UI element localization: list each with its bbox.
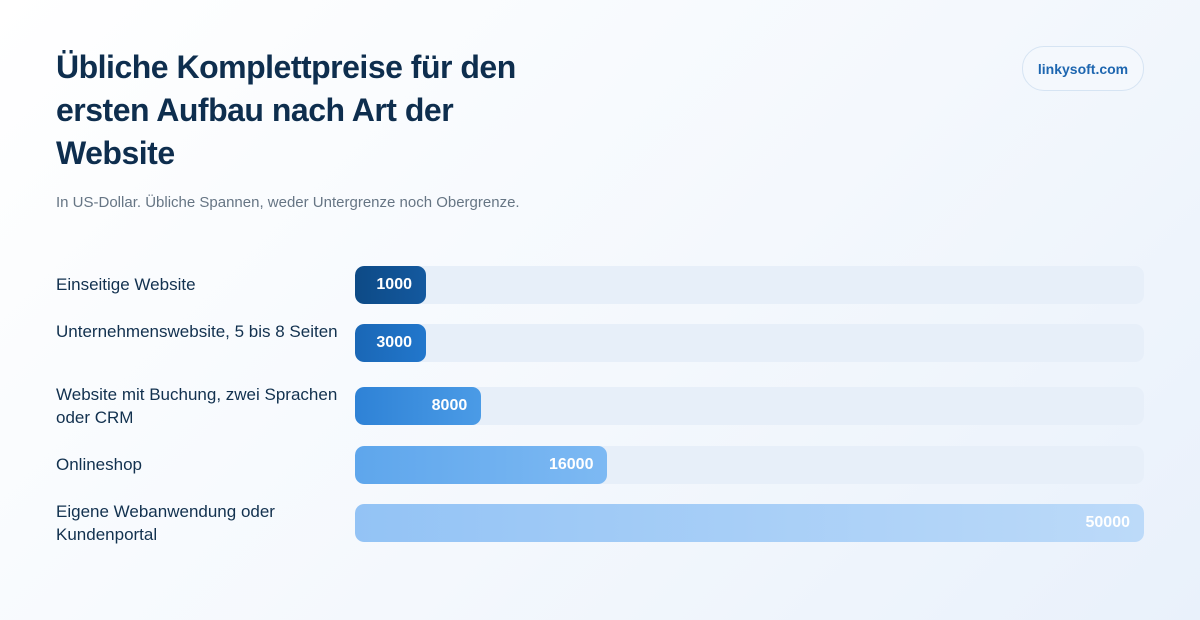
bar-track: 3000 xyxy=(355,324,1144,362)
category-label: Unternehmenswebsite, 5 bis 8 Seiten xyxy=(56,322,338,341)
bar: 8000 xyxy=(355,387,482,425)
bar-value-label: 50000 xyxy=(1085,514,1131,531)
bar-value-label: 3000 xyxy=(376,334,412,351)
bar-track: 50000 xyxy=(355,504,1144,542)
chart-title: Übliche Komplettpreise für den ersten Au… xyxy=(56,49,516,171)
brand-badge[interactable]: linkysoft.com xyxy=(1022,46,1144,91)
bar: 3000 xyxy=(355,324,426,362)
bar-track: 16000 xyxy=(355,446,1144,484)
bar: 16000 xyxy=(355,446,608,484)
bar: 1000 xyxy=(355,266,426,304)
chart-subtitle: In US-Dollar. Übliche Spannen, weder Unt… xyxy=(56,194,520,211)
bar-value-label: 1000 xyxy=(376,276,412,293)
bar-value-label: 8000 xyxy=(431,397,468,414)
bar-track: 1000 xyxy=(355,266,1144,304)
category-label: Onlineshop xyxy=(56,455,143,474)
bar: 50000 xyxy=(355,504,1144,542)
bar-track: 8000 xyxy=(355,387,1144,425)
category-label: Website mit Buchung, zwei Sprachen oder … xyxy=(56,385,338,427)
bar-value-label: 16000 xyxy=(548,456,594,473)
category-label: Einseitige Website xyxy=(56,275,196,294)
category-label: Eigene Webanwendung oder Kundenportal xyxy=(56,502,275,544)
